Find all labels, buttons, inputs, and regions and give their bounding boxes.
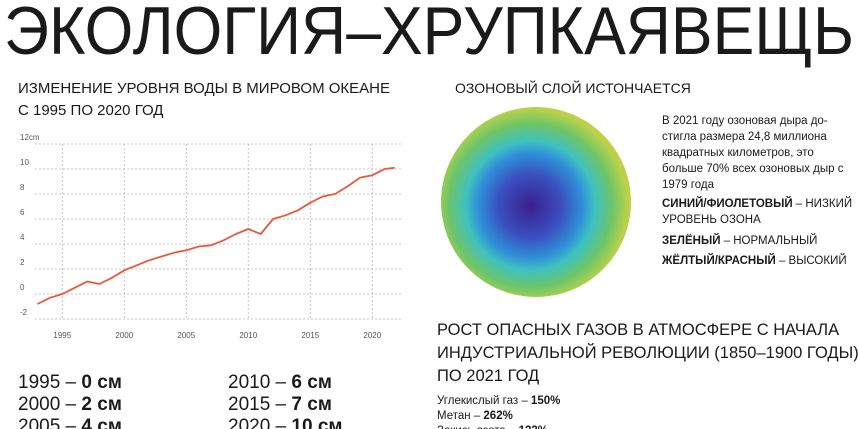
level-item: 2015 – 7 см bbox=[228, 394, 332, 415]
legend-meaning: УРОВЕНЬ ОЗОНА bbox=[662, 214, 761, 226]
gas-name: Углекислый газ – bbox=[437, 395, 528, 407]
y-tick-label: 0 bbox=[20, 283, 25, 292]
legend-color: ЖЁЛТЫЙ/КРАСНЫЙ bbox=[661, 254, 776, 267]
gas-name: Метан – bbox=[437, 410, 481, 422]
level-year: 1995 – bbox=[18, 372, 77, 393]
y-tick-label: -2 bbox=[20, 308, 28, 317]
gases-heading: ПО 2021 ГОД bbox=[437, 367, 539, 385]
ozone-globe bbox=[441, 107, 631, 297]
gas-value: 262% bbox=[483, 410, 512, 422]
gas-item: Закись азота – 123% bbox=[437, 425, 548, 429]
x-tick-label: 2005 bbox=[177, 331, 195, 340]
legend-meaning: – НИЗКИЙ bbox=[793, 197, 853, 210]
gas-item: Метан – 262% bbox=[437, 410, 513, 422]
level-item: 2005 – 4 см bbox=[18, 416, 122, 429]
level-item: 1995 – 0 см bbox=[18, 372, 122, 393]
y-tick-label: 6 bbox=[20, 208, 25, 217]
legend-meaning: – ВЫСОКИЙ bbox=[776, 254, 847, 267]
gases-heading: ИНДУСТРИАЛЬНОЙ РЕВОЛЮЦИИ (1850–1900 ГОДЫ… bbox=[437, 343, 858, 362]
y-tick-label: 10 bbox=[20, 158, 29, 167]
level-item: 2020 – 10 см bbox=[228, 416, 342, 429]
y-tick-label: 8 bbox=[20, 183, 25, 192]
level-value: 7 см bbox=[291, 394, 331, 415]
level-item: 2010 – 6 см bbox=[228, 372, 332, 393]
y-tick-label: 12cm bbox=[20, 133, 40, 142]
level-year: 2005 – bbox=[18, 416, 77, 429]
level-value: 6 см bbox=[291, 372, 331, 393]
gas-item: Углекислый газ – 150% bbox=[437, 395, 560, 407]
ozone-legend: ЗЕЛЁНЫЙ – НОРМАЛЬНЫЙ bbox=[662, 234, 817, 247]
chart-heading: ИЗМЕНЕНИЕ УРОВНЯ ВОДЫ В МИРОВОМ ОКЕАНЕ bbox=[18, 80, 390, 97]
ozone-text: квадратных километров, это bbox=[662, 147, 814, 159]
level-year: 2015 – bbox=[228, 394, 287, 415]
page-title: ЭКОЛОГИЯ–ХРУПКАЯВЕЩЬ bbox=[4, 0, 854, 69]
gases-heading: РОСТ ОПАСНЫХ ГАЗОВ В АТМОСФЕРЕ С НАЧАЛА bbox=[437, 321, 839, 339]
chart-heading: С 1995 ПО 2020 ГОД bbox=[18, 102, 163, 119]
level-value: 2 см bbox=[81, 394, 121, 415]
ozone-text: стигла размера 24,8 миллиона bbox=[662, 131, 827, 143]
level-value: 0 см bbox=[81, 372, 121, 393]
ozone-legend: СИНИЙ/ФИОЛЕТОВЫЙ – НИЗКИЙ bbox=[662, 197, 852, 210]
level-value: 10 см bbox=[291, 416, 342, 429]
x-tick-label: 1995 bbox=[53, 331, 71, 340]
y-tick-label: 4 bbox=[20, 233, 25, 242]
x-tick-label: 2015 bbox=[301, 331, 319, 340]
gas-name: Закись азота – bbox=[437, 425, 516, 429]
x-tick-label: 2020 bbox=[363, 331, 381, 340]
ozone-text: больше 70% всех озоновых дыр с bbox=[662, 163, 844, 175]
legend-color: ЗЕЛЁНЫЙ bbox=[662, 234, 720, 247]
x-tick-label: 2000 bbox=[115, 331, 133, 340]
level-year: 2000 – bbox=[18, 394, 77, 415]
ozone-heading: ОЗОНОВЫЙ СЛОЙ ИСТОНЧАЕТСЯ bbox=[455, 79, 691, 96]
gas-value: 150% bbox=[531, 395, 560, 407]
ozone-legend: ЖЁЛТЫЙ/КРАСНЫЙ – ВЫСОКИЙ bbox=[661, 254, 847, 267]
y-tick-label: 2 bbox=[20, 258, 25, 267]
ozone-text: 1979 года bbox=[662, 179, 715, 191]
ozone-text: В 2021 году озоновая дыра до- bbox=[662, 115, 828, 127]
x-tick-label: 2010 bbox=[239, 331, 257, 340]
sea-level-line bbox=[37, 166, 395, 305]
gas-value: 123% bbox=[519, 425, 548, 429]
level-item: 2000 – 2 см bbox=[18, 394, 122, 415]
level-year: 2020 – bbox=[228, 416, 287, 429]
ozone-legend: УРОВЕНЬ ОЗОНА bbox=[662, 214, 761, 226]
level-value: 4 см bbox=[81, 416, 121, 429]
legend-color: СИНИЙ/ФИОЛЕТОВЫЙ bbox=[662, 197, 793, 210]
level-year: 2010 – bbox=[228, 372, 287, 393]
legend-meaning: – НОРМАЛЬНЫЙ bbox=[720, 234, 817, 247]
